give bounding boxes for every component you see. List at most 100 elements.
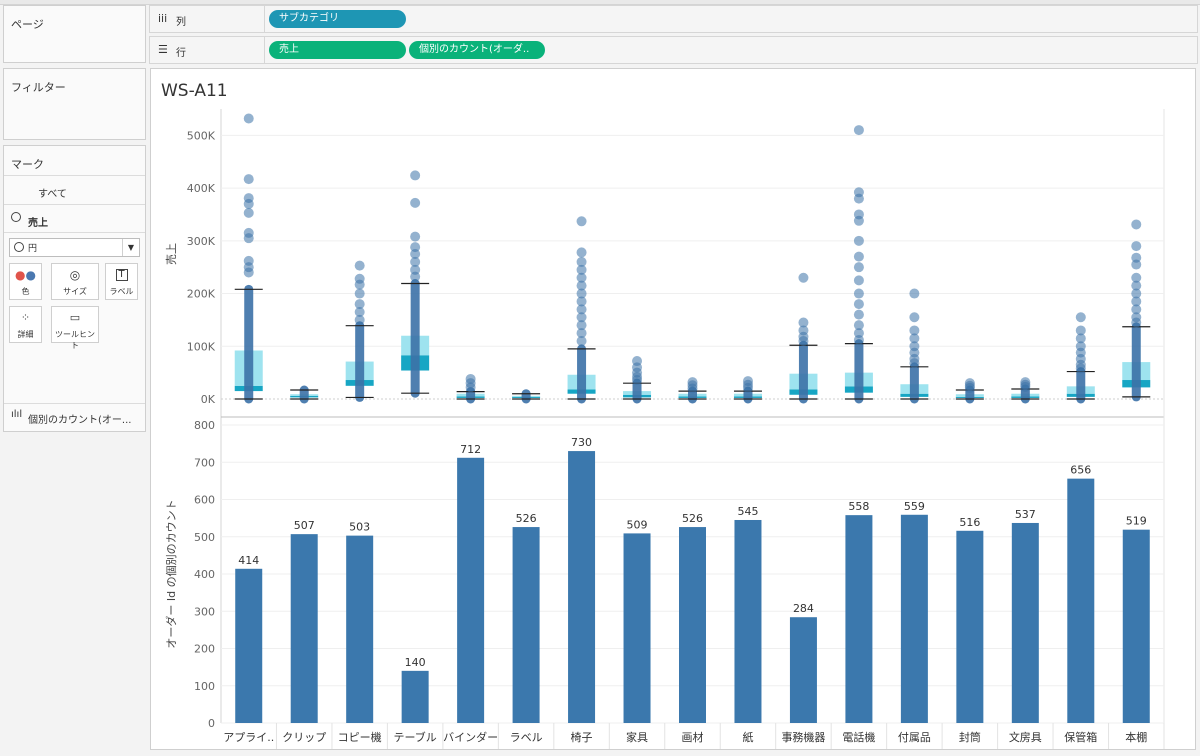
- outlier-point: [853, 235, 864, 246]
- x-tick-label: ラベル: [510, 731, 543, 744]
- y-axis-title-top: 売上: [165, 243, 178, 265]
- y-tick-label-top: 200K: [187, 288, 216, 301]
- size-icon: ◎: [69, 268, 81, 282]
- color-button-label: 色: [21, 287, 30, 296]
- filters-label: フィルター: [11, 81, 66, 94]
- color-button[interactable]: ●● 色: [9, 263, 42, 300]
- bar: [401, 670, 429, 723]
- bar-value-label: 545: [737, 505, 758, 518]
- y-tick-label-bottom: 300: [194, 605, 215, 618]
- bar-value-label: 519: [1126, 515, 1147, 528]
- size-button[interactable]: ◎ サイズ: [51, 263, 99, 300]
- outlier-point: [632, 375, 643, 386]
- outlier-point: [243, 198, 254, 209]
- bar-value-label: 558: [848, 500, 869, 513]
- outlier-point: [1131, 280, 1142, 291]
- x-tick-label: 電話機: [842, 730, 875, 744]
- outlier-point: [354, 314, 365, 325]
- outlier-point: [243, 113, 254, 124]
- marks-measure-card[interactable]: 売上: [28, 218, 48, 229]
- label-button[interactable]: T ラベル: [105, 263, 138, 300]
- x-tick-label: 椅子: [571, 730, 593, 744]
- order-count-pill[interactable]: 個別のカウント(オーダ..: [409, 41, 545, 59]
- filters-card[interactable]: フィルター: [3, 68, 146, 140]
- outlier-point: [798, 317, 809, 328]
- outlier-point: [1131, 317, 1142, 328]
- bar: [457, 457, 485, 723]
- outlier-point: [576, 288, 587, 299]
- bar-value-label: 414: [238, 554, 259, 567]
- outlier-point: [1131, 241, 1142, 252]
- outlier-point: [576, 264, 587, 275]
- y-tick-label-top: 300K: [187, 235, 216, 248]
- outlier-point: [798, 336, 809, 346]
- outlier-point: [1075, 333, 1086, 344]
- x-tick-label: アプライ..: [223, 731, 274, 744]
- y-axis-title-bottom: オーダー Id の個別のカウント: [164, 499, 178, 648]
- x-tick-label: 封筒: [959, 730, 981, 744]
- subcategory-pill[interactable]: サブカテゴリ: [269, 10, 406, 28]
- outlier-point: [354, 260, 365, 271]
- outlier-point: [410, 170, 421, 181]
- circle-icon: [14, 242, 24, 252]
- chevron-down-icon: ▼: [122, 239, 139, 256]
- outlier-point: [1020, 381, 1031, 392]
- bar: [900, 514, 928, 723]
- detail-icon: ⁘: [20, 311, 31, 324]
- detail-button[interactable]: ⁘ 詳細: [9, 306, 42, 343]
- mark-type-dropdown[interactable]: 円 ▼: [9, 238, 140, 257]
- y-tick-label-bottom: 0: [208, 717, 215, 730]
- rows-shelf[interactable]: ☰ 行 売上 個別のカウント(オーダ..: [149, 36, 1198, 64]
- outlier-point: [410, 256, 421, 267]
- outlier-point: [909, 288, 920, 299]
- outlier-point: [410, 271, 421, 282]
- outlier-point: [742, 382, 753, 393]
- sales-pill[interactable]: 売上: [269, 41, 406, 59]
- outlier-point: [1075, 325, 1086, 336]
- pages-card[interactable]: ページ: [3, 5, 146, 63]
- outlier-point: [410, 231, 421, 242]
- outlier-point: [909, 325, 920, 336]
- tooltip-button[interactable]: ▭ ツールヒント: [51, 306, 99, 350]
- outlier-point: [576, 296, 587, 307]
- outlier-point: [853, 309, 864, 320]
- outlier-point: [853, 193, 864, 204]
- x-tick-label: 画材: [682, 730, 704, 744]
- outlier-point: [1131, 304, 1142, 315]
- bar: [1011, 522, 1039, 723]
- bar-value-label: 509: [627, 518, 648, 531]
- marks-count-card[interactable]: 個別のカウント(オー...: [28, 415, 132, 426]
- outlier-point: [243, 267, 254, 278]
- x-tick-label: バインダー: [443, 730, 498, 744]
- outlier-point: [853, 320, 864, 331]
- outlier-point: [1075, 363, 1086, 374]
- outlier-point: [853, 262, 864, 273]
- bar: [845, 515, 873, 723]
- bar-value-label: 559: [904, 500, 925, 513]
- bar-value-label: 516: [959, 516, 980, 529]
- y-tick-label-top: 500K: [187, 129, 216, 142]
- y-tick-label-top: 0K: [201, 393, 216, 406]
- bar: [623, 533, 651, 723]
- x-tick-label: 付属品: [898, 731, 931, 744]
- y-tick-label-bottom: 200: [194, 643, 215, 656]
- outlier-point: [853, 251, 864, 262]
- marks-all-card[interactable]: すべて: [38, 189, 67, 200]
- bar-value-label: 140: [405, 656, 426, 669]
- x-tick-label: 紙: [742, 730, 753, 744]
- outlier-point: [410, 242, 421, 253]
- outlier-point: [354, 299, 365, 310]
- bar: [789, 617, 817, 723]
- x-tick-label: テーブル: [393, 730, 436, 744]
- bar: [1067, 478, 1095, 723]
- y-tick-label-bottom: 100: [194, 680, 215, 693]
- top-toolbar-strip: [0, 0, 1200, 5]
- columns-shelf[interactable]: iii 列 サブカテゴリ: [149, 5, 1198, 33]
- outlier-point: [853, 275, 864, 286]
- outlier-point: [1131, 219, 1142, 230]
- outlier-point: [354, 279, 365, 290]
- outlier-point: [1131, 288, 1142, 299]
- x-tick-label: 事務機器: [781, 730, 825, 744]
- x-tick-label: クリップ: [282, 731, 326, 744]
- outlier-point: [576, 280, 587, 291]
